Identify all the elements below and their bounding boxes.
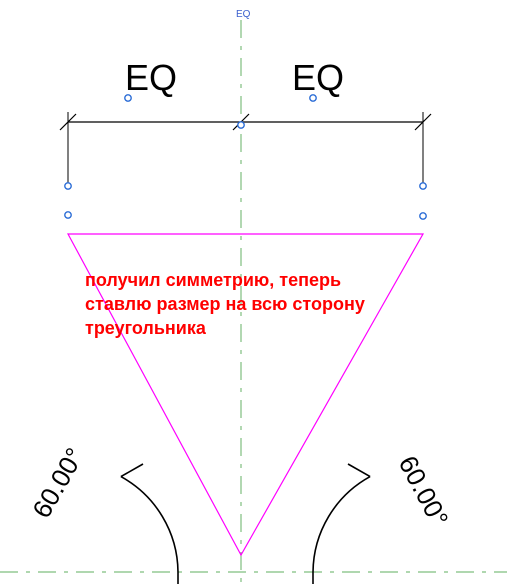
grip-handle[interactable] (125, 95, 131, 101)
eq-dimension (60, 112, 431, 186)
angle-arc-left (121, 477, 178, 572)
eq-small-label: EQ (236, 9, 251, 20)
eq-left-label: EQ (125, 57, 177, 98)
grip-handle[interactable] (238, 122, 244, 128)
annotation-line-3: треугольника (85, 318, 207, 338)
angle-arc-right (313, 477, 370, 572)
grip-handle[interactable] (420, 183, 426, 189)
grip-handle[interactable] (310, 95, 316, 101)
annotation-line-1: получил симметрию, теперь (85, 270, 341, 290)
angle-left-label: 60.00° (26, 443, 90, 523)
grip-handle[interactable] (65, 183, 71, 189)
grip-handle[interactable] (420, 213, 426, 219)
eq-right-label: EQ (292, 57, 344, 98)
angle-arc-left-tail2 (121, 464, 143, 477)
annotation-line-2: ставлю размер на всю сторону (85, 294, 365, 314)
grips (65, 95, 426, 219)
angle-arc-right-tail2 (348, 464, 370, 477)
grip-handle[interactable] (65, 212, 71, 218)
angle-right-label: 60.00° (393, 451, 455, 532)
